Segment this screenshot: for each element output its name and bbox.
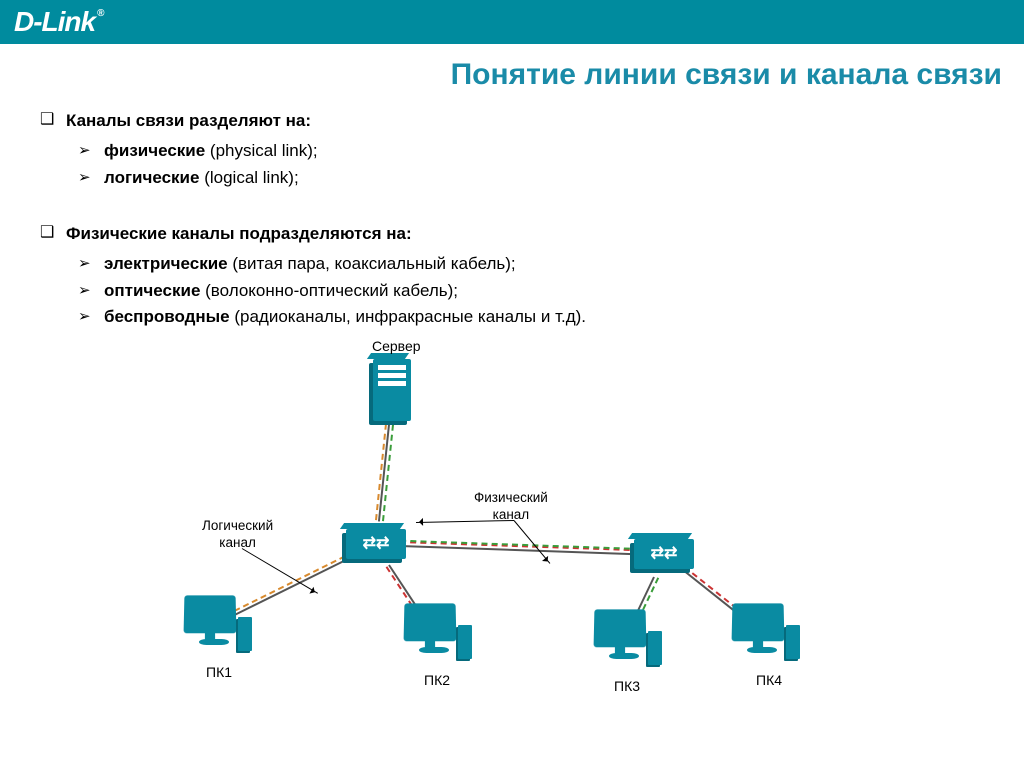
- sub-bullet-bold: электрические: [104, 254, 228, 273]
- server-label: Сервер: [372, 336, 421, 358]
- sub-bullet-item: физические (physical link);: [78, 138, 968, 164]
- sub-bullet-item: электрические (витая пара, коаксиальный …: [78, 251, 968, 277]
- pc3-label: ПК3: [614, 676, 640, 698]
- bullet-group-1: Каналы связи разделяют на: физические (p…: [40, 108, 968, 191]
- sub-bullet-bold: физические: [104, 141, 205, 160]
- pc4-label: ПК4: [756, 670, 782, 692]
- content-area: Каналы связи разделяют на: физические (p…: [0, 102, 1024, 710]
- slide-title: Понятие линии связи и канала связи: [0, 44, 1024, 102]
- brand-reg: ®: [97, 8, 103, 19]
- switch-device: ⇄⇄: [634, 539, 694, 569]
- sub-bullet-item: беспроводные (радиоканалы, инфракрасные …: [78, 304, 968, 330]
- pc1-label: ПК1: [206, 662, 232, 684]
- pc-device: [404, 603, 464, 661]
- header-bar: D-Link®: [0, 0, 1024, 44]
- network-diagram: ⇄⇄⇄⇄СерверПК1ПК2ПК3ПК4ЛогическийканалФиз…: [144, 360, 864, 710]
- bullet-1-heading-text: Каналы связи разделяют на:: [66, 111, 311, 130]
- switch-device: ⇄⇄: [346, 529, 406, 559]
- pc2-label: ПК2: [424, 670, 450, 692]
- sub-bullet-bold: оптические: [104, 281, 200, 300]
- sub-bullet-bold: беспроводные: [104, 307, 230, 326]
- callout-arrow: [514, 521, 551, 565]
- connection-line: [234, 551, 354, 612]
- brand-text: D-Link: [14, 6, 95, 38]
- sub-bullet-item: логические (logical link);: [78, 165, 968, 191]
- bullet-group-2: Физические каналы подразделяются на: эле…: [40, 221, 968, 330]
- pc-device: [184, 595, 244, 653]
- connection-line: [235, 555, 355, 616]
- callout-label: Физическийканал: [474, 490, 548, 522]
- brand-logo: D-Link®: [14, 6, 103, 38]
- sub-bullet-bold: логические: [104, 168, 199, 187]
- callout-label: Логическийканал: [202, 518, 273, 550]
- sub-bullet-list-2: электрические (витая пара, коаксиальный …: [78, 251, 968, 330]
- bullet-2-heading-text: Физические каналы подразделяются на:: [66, 224, 412, 243]
- sub-bullet-item: оптические (волоконно-оптический кабель)…: [78, 278, 968, 304]
- pc-device: [594, 609, 654, 667]
- sub-bullet-list-1: физические (physical link);логические (l…: [78, 138, 968, 191]
- bullet-2-heading: Физические каналы подразделяются на: эле…: [40, 221, 968, 330]
- server-device: [373, 359, 411, 421]
- bullet-1-heading: Каналы связи разделяют на: физические (p…: [40, 108, 968, 191]
- pc-device: [732, 603, 792, 661]
